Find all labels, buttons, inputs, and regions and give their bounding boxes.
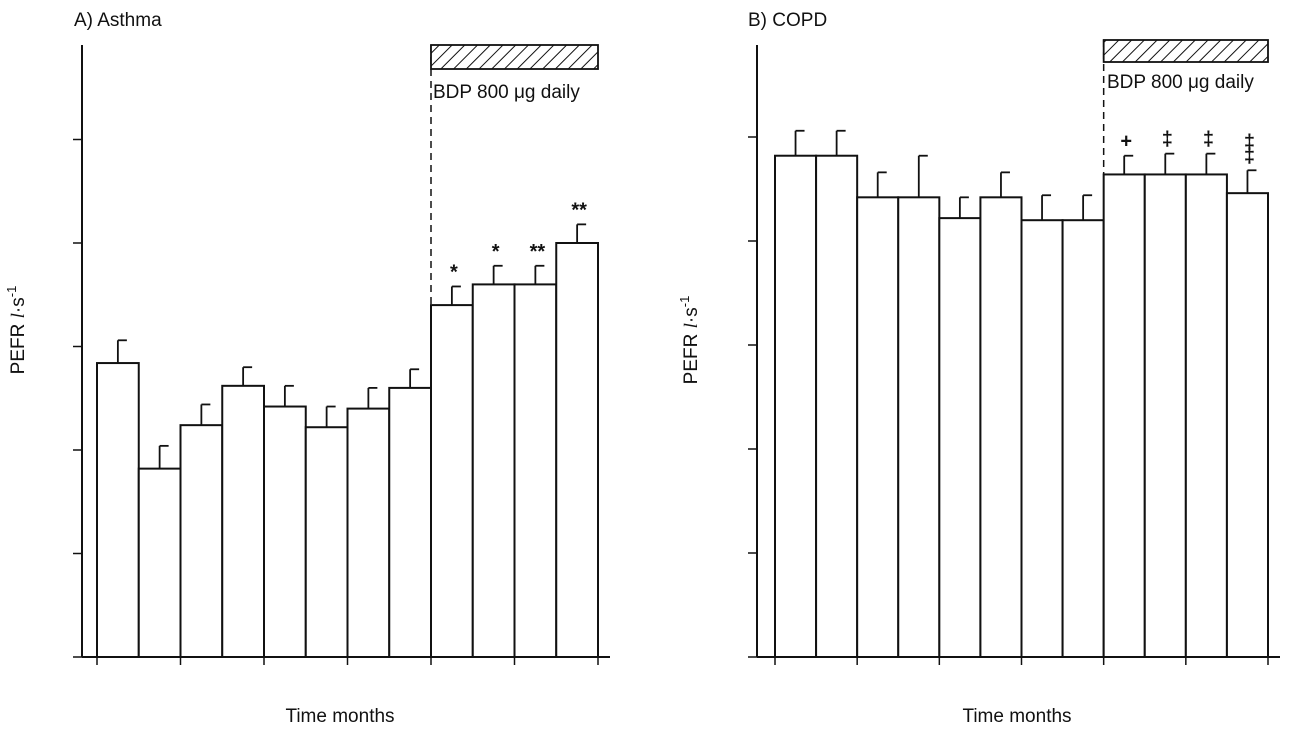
bar bbox=[96, 362, 140, 658]
bar bbox=[856, 196, 900, 658]
significance-marker-line: ** bbox=[571, 199, 587, 221]
treatment-label: BDP 800 μg daily bbox=[433, 82, 580, 103]
significance-marker-line: * bbox=[450, 261, 458, 283]
bar bbox=[938, 217, 982, 658]
bar bbox=[346, 407, 391, 658]
bar bbox=[513, 283, 558, 658]
significance-marker-line: + bbox=[1120, 131, 1132, 153]
bar bbox=[137, 467, 182, 658]
significance-marker: ** bbox=[530, 241, 546, 263]
significance-marker-line: ‡ bbox=[1244, 131, 1255, 153]
x-axis-title: Time months bbox=[962, 706, 1071, 727]
significance-marker: + bbox=[1120, 131, 1132, 153]
y-axis-title-part: -1 bbox=[677, 296, 692, 308]
y-axis-title-part: -1 bbox=[4, 286, 19, 298]
y-axis-title-part: PEFR bbox=[8, 318, 29, 374]
bar bbox=[471, 283, 516, 658]
bar bbox=[1102, 173, 1146, 658]
significance-marker-line: ‡ bbox=[1162, 129, 1173, 151]
significance-marker: ‡ bbox=[1203, 129, 1214, 151]
significance-marker: * bbox=[450, 261, 458, 283]
significance-marker: ‡ bbox=[1162, 129, 1173, 151]
treatment-hatched-bar bbox=[1102, 39, 1269, 63]
significance-marker-line: ‡ bbox=[1244, 145, 1255, 167]
x-axis-title: Time months bbox=[285, 706, 394, 727]
bar bbox=[1225, 192, 1269, 658]
bar bbox=[1020, 219, 1064, 658]
significance-marker: * bbox=[492, 241, 500, 263]
treatment-label: BDP 800 μg daily bbox=[1107, 72, 1254, 93]
panel-label: B) COPD bbox=[748, 10, 827, 31]
significance-marker-line: ‡ bbox=[1203, 129, 1214, 151]
bar bbox=[179, 424, 224, 658]
bar bbox=[815, 154, 859, 658]
bar bbox=[979, 196, 1023, 658]
bar bbox=[263, 405, 307, 658]
y-axis-title: PEFR l·s-1 bbox=[4, 286, 29, 375]
panel-copd: B) COPD Time months BDP 800 μg daily PEF… bbox=[677, 10, 1280, 727]
bar bbox=[897, 196, 941, 658]
bar bbox=[388, 386, 432, 658]
bar bbox=[221, 384, 265, 658]
panel-asthma: A) Asthma Time months BDP 800 μg daily P… bbox=[4, 10, 610, 727]
y-axis-title-part: ·s bbox=[8, 297, 29, 313]
panel-label: A) Asthma bbox=[74, 10, 162, 31]
bar bbox=[1061, 219, 1105, 658]
significance-marker: ‡ ‡ bbox=[1244, 131, 1255, 167]
bar bbox=[1184, 173, 1228, 658]
significance-marker-line: * bbox=[492, 241, 500, 263]
significance-marker: ** bbox=[571, 199, 587, 221]
significance-marker-line: ** bbox=[530, 241, 546, 263]
bar bbox=[430, 304, 474, 658]
y-axis-title-part: PEFR bbox=[681, 328, 702, 384]
bar bbox=[774, 154, 818, 658]
bar bbox=[304, 426, 349, 659]
y-axis-title-part: ·s bbox=[681, 307, 702, 323]
y-axis-title: PEFR l·s-1 bbox=[677, 296, 702, 385]
y-axis-title-part: l bbox=[681, 323, 702, 328]
bar bbox=[1143, 173, 1187, 658]
y-axis-title-part: l bbox=[8, 313, 29, 318]
treatment-hatched-bar bbox=[430, 44, 599, 70]
bar bbox=[555, 242, 599, 658]
